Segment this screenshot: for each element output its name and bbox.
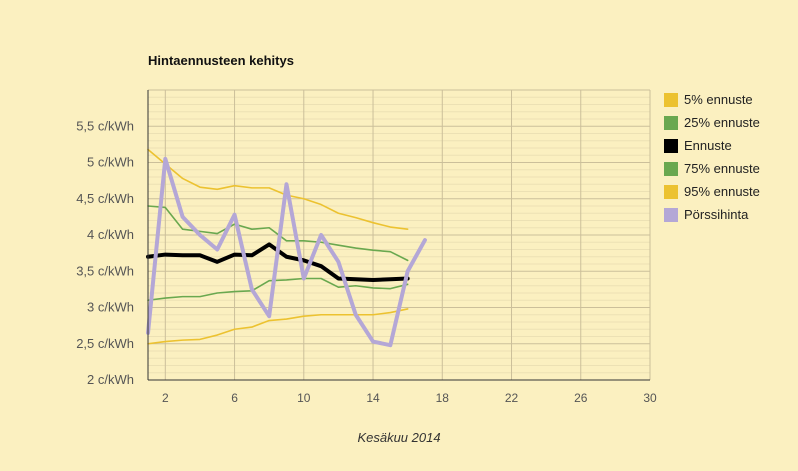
y-tick-label: 3 c/kWh bbox=[87, 300, 134, 315]
y-tick-label: 4,5 c/kWh bbox=[76, 191, 134, 206]
x-tick-label: 18 bbox=[436, 391, 450, 405]
series-line-4 bbox=[147, 148, 409, 230]
series-line-5 bbox=[146, 156, 427, 348]
y-tick-label: 4 c/kWh bbox=[87, 227, 134, 242]
legend-swatch bbox=[664, 92, 678, 107]
x-tick-label: 26 bbox=[574, 391, 588, 405]
legend-swatch bbox=[664, 115, 678, 130]
legend-swatch bbox=[664, 161, 678, 176]
series-layer bbox=[146, 148, 427, 348]
legend-swatch bbox=[664, 138, 678, 153]
y-tick-label: 5 c/kWh bbox=[87, 155, 134, 170]
y-tick-label: 2,5 c/kWh bbox=[76, 336, 134, 351]
chart-title: Hintaennusteen kehitys bbox=[148, 53, 294, 68]
x-tick-label: 14 bbox=[366, 391, 380, 405]
legend-item[interactable]: 5% ennuste bbox=[664, 88, 760, 111]
series-line-0 bbox=[147, 308, 409, 345]
x-tick-label: 2 bbox=[162, 391, 169, 405]
x-tick-label: 6 bbox=[231, 391, 238, 405]
legend-label: 75% ennuste bbox=[684, 161, 760, 176]
series-line-3 bbox=[147, 205, 409, 262]
legend: 5% ennuste 25% ennuste Ennuste 75% ennuste 9… bbox=[664, 88, 760, 226]
x-tick-label: 10 bbox=[297, 391, 311, 405]
x-axis-title: Kesäkuu 2014 bbox=[357, 430, 440, 445]
y-tick-label: 5,5 c/kWh bbox=[76, 118, 134, 133]
y-tick-label: 3,5 c/kWh bbox=[76, 263, 134, 278]
legend-swatch bbox=[664, 207, 678, 222]
legend-label: Pörssihinta bbox=[684, 207, 749, 222]
legend-item[interactable]: Ennuste bbox=[664, 134, 760, 157]
legend-label: 5% ennuste bbox=[684, 92, 753, 107]
y-tick-label: 2 c/kWh bbox=[87, 372, 134, 387]
legend-label: 25% ennuste bbox=[684, 115, 760, 130]
x-tick-label: 30 bbox=[643, 391, 657, 405]
legend-item[interactable]: 25% ennuste bbox=[664, 111, 760, 134]
legend-swatch bbox=[664, 184, 678, 199]
legend-item[interactable]: 75% ennuste bbox=[664, 157, 760, 180]
x-tick-label: 22 bbox=[505, 391, 519, 405]
series-line-1 bbox=[147, 277, 409, 302]
legend-item[interactable]: Pörssihinta bbox=[664, 203, 760, 226]
legend-item[interactable]: 95% ennuste bbox=[664, 180, 760, 203]
axes bbox=[147, 90, 650, 381]
legend-label: Ennuste bbox=[684, 138, 732, 153]
legend-label: 95% ennuste bbox=[684, 184, 760, 199]
